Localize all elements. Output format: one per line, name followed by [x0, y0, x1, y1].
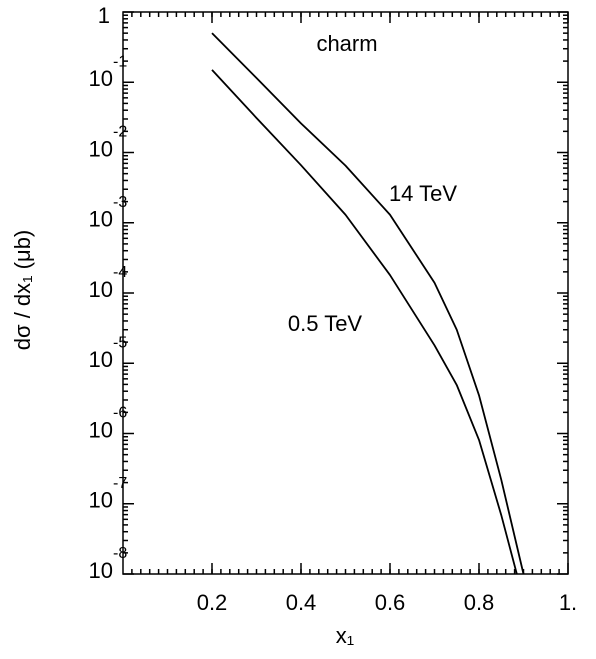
- y-tick-label: 10: [89, 136, 113, 161]
- plot-frame: [122, 11, 569, 575]
- y-tick-exponent: -2: [113, 124, 127, 141]
- x-tick-label: 0.8: [464, 590, 495, 615]
- annotation: charm: [316, 31, 377, 56]
- y-tick-label: 10: [89, 488, 113, 513]
- y-tick-label: 10: [89, 347, 113, 372]
- y-axis-label: dσ / dx₁ (μb): [10, 230, 35, 350]
- y-tick-exponent: -3: [113, 194, 127, 211]
- y-tick-exponent: -6: [113, 405, 127, 422]
- annotation: 0.5 TeV: [288, 311, 363, 336]
- x-tick-label: 0.4: [286, 590, 317, 615]
- y-tick-exponent: -4: [113, 264, 127, 281]
- y-tick-label: 10: [89, 277, 113, 302]
- y-tick-label: 10: [89, 417, 113, 442]
- x-tick-label: 0.2: [197, 590, 228, 615]
- x-axis-label: x₁: [336, 623, 354, 648]
- y-tick-exponent: -5: [113, 334, 127, 351]
- y-tick-label: 10: [89, 207, 113, 232]
- series-line: [211, 32, 525, 575]
- y-tick-exponent: -7: [113, 475, 127, 492]
- y-tick-label: 10: [89, 66, 113, 91]
- series-line: [211, 69, 518, 575]
- x-tick-label: 1.: [559, 590, 577, 615]
- y-tick-exponent: -8: [113, 545, 127, 562]
- annotation: 14 TeV: [389, 181, 457, 206]
- y-tick-exponent: -1: [113, 53, 127, 70]
- y-tick-label: 10: [89, 558, 113, 583]
- y-tick-label: 1: [98, 3, 110, 28]
- x-tick-label: 0.6: [375, 590, 406, 615]
